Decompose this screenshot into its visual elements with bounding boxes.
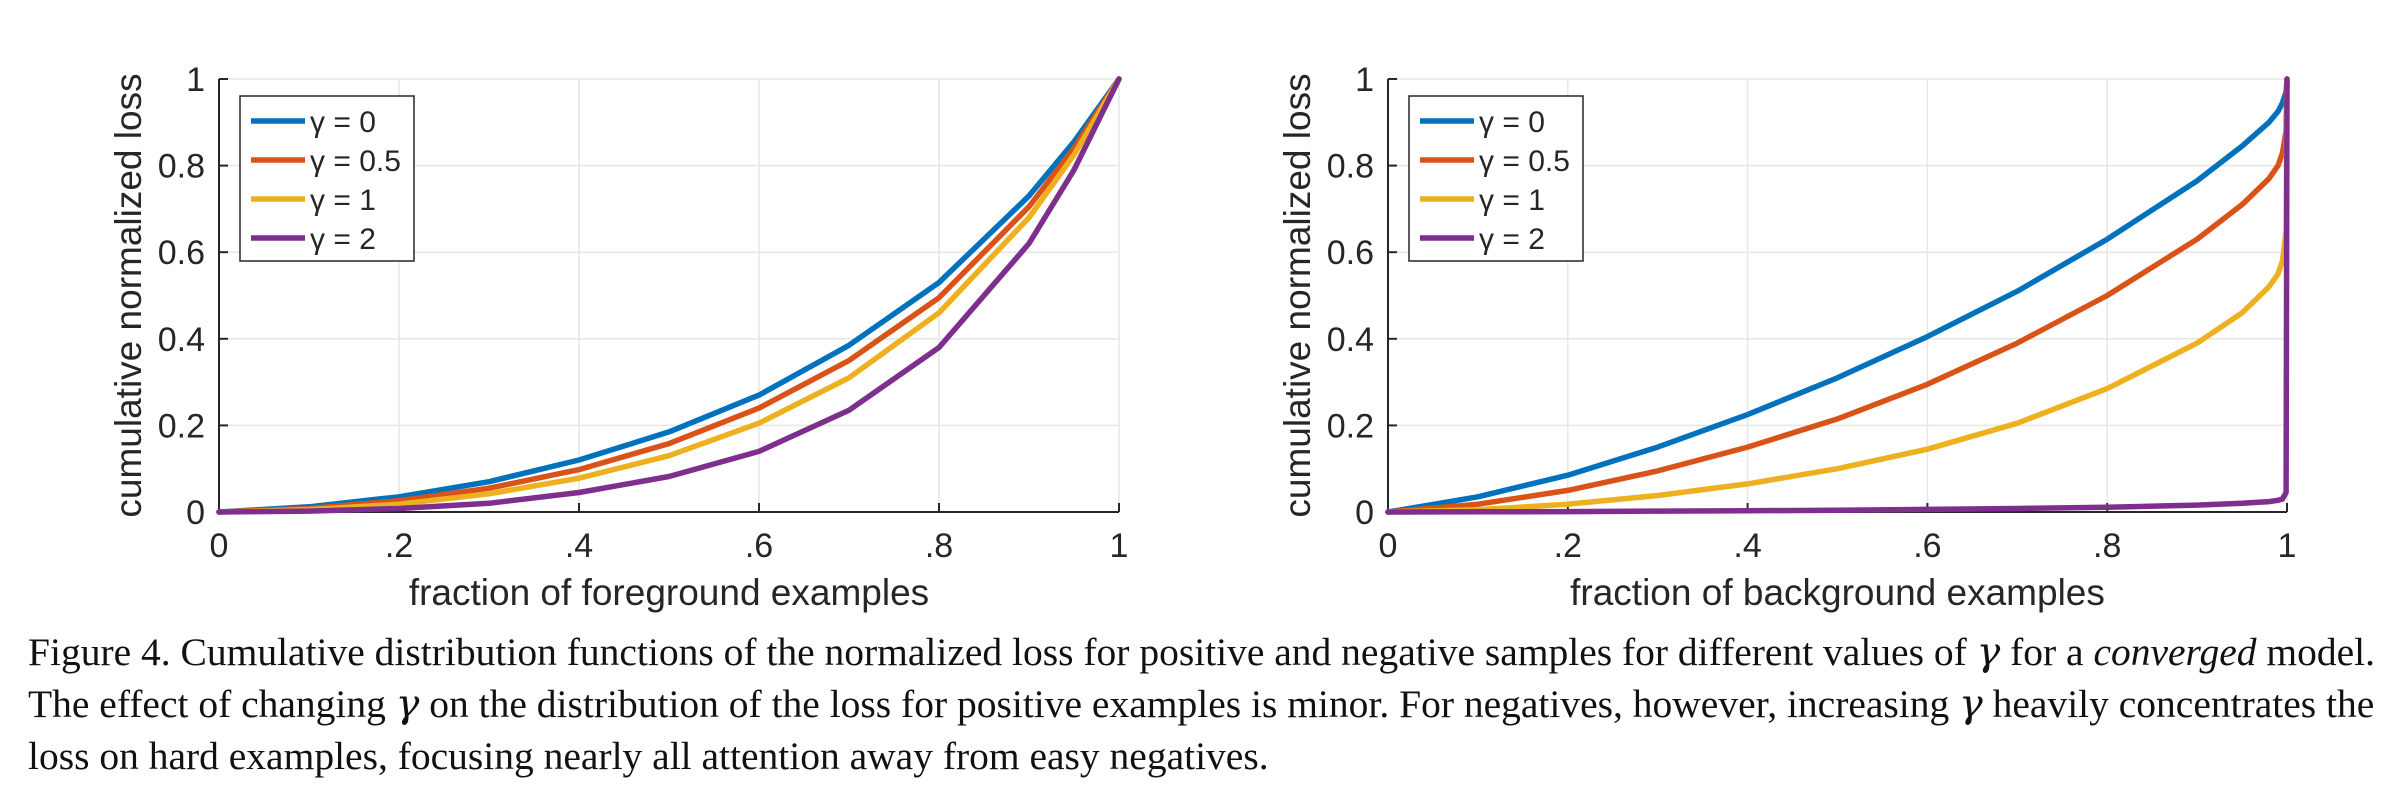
- y-tick-label: 0.2: [158, 407, 205, 445]
- y-tick-label: 0.6: [1327, 234, 1374, 272]
- x-axis-label: fraction of foreground examples: [409, 572, 929, 613]
- y-axis-label: cumulative normalized loss: [1277, 73, 1318, 517]
- caption-middle: for a: [2000, 630, 2094, 674]
- y-tick-label: 0.4: [1327, 321, 1374, 359]
- x-tick-label: 0: [210, 527, 229, 565]
- caption-emphasis: converged: [2093, 630, 2257, 674]
- x-tick-label: .8: [2093, 527, 2121, 565]
- x-tick-label: 1: [2278, 527, 2297, 565]
- legend-label-3: γ = 2: [1479, 223, 1545, 256]
- series-line-3: [216, 76, 1122, 515]
- series-line-0: [216, 76, 1122, 515]
- y-axis-label: cumulative normalized loss: [108, 73, 149, 517]
- series-line-1: [1385, 76, 2290, 515]
- y-tick-label: 0: [1355, 494, 1374, 532]
- legend-label-2: γ = 1: [1479, 184, 1545, 217]
- x-tick-label: .8: [925, 527, 953, 565]
- caption-line2-b: on the distribution of the loss for posi…: [419, 682, 1960, 726]
- x-tick-label: .2: [385, 527, 413, 565]
- x-tick-label: .6: [1913, 527, 1941, 565]
- y-tick-label: 0: [186, 494, 205, 532]
- series-line-2: [216, 76, 1122, 515]
- caption-line2-c: heavily concentrates the loss on hard ex…: [28, 682, 2375, 778]
- x-tick-label: .4: [565, 527, 593, 565]
- series-line-3: [1385, 76, 2290, 515]
- caption-line2-a: model. The effect of changing: [28, 630, 2375, 726]
- x-tick-label: .2: [1554, 527, 1582, 565]
- caption-gamma-symbol: γ: [1959, 681, 1983, 727]
- series-line-1: [216, 76, 1122, 515]
- legend-label-1: γ = 0.5: [310, 145, 401, 178]
- series-line-2: [1385, 76, 2290, 515]
- legend-label-2: γ = 1: [310, 184, 376, 217]
- legend-label-3: γ = 2: [310, 223, 376, 256]
- y-tick-label: 0.8: [158, 148, 205, 186]
- caption-prefix: Figure 4. Cumulative distribution functi…: [28, 630, 1977, 674]
- legend-label-0: γ = 0: [310, 106, 376, 139]
- x-tick-label: .4: [1733, 527, 1761, 565]
- y-tick-label: 0.8: [1327, 148, 1374, 186]
- y-tick-label: 0.6: [158, 234, 205, 272]
- x-tick-label: 1: [1110, 527, 1129, 565]
- y-tick-label: 1: [1355, 61, 1374, 99]
- x-tick-label: .6: [745, 527, 773, 565]
- series-line-0: [1385, 76, 2290, 515]
- figure-caption: Figure 4. Cumulative distribution functi…: [28, 626, 2378, 782]
- caption-gamma-symbol: γ: [1976, 629, 2001, 675]
- x-tick-label: 0: [1379, 527, 1398, 565]
- y-tick-label: 0.4: [158, 321, 205, 359]
- y-tick-label: 1: [186, 61, 205, 99]
- x-axis-label: fraction of background examples: [1570, 572, 2105, 613]
- legend-label-1: γ = 0.5: [1479, 145, 1570, 178]
- caption-gamma-symbol: γ: [395, 681, 420, 727]
- legend-label-0: γ = 0: [1479, 106, 1545, 139]
- y-tick-label: 0.2: [1327, 407, 1374, 445]
